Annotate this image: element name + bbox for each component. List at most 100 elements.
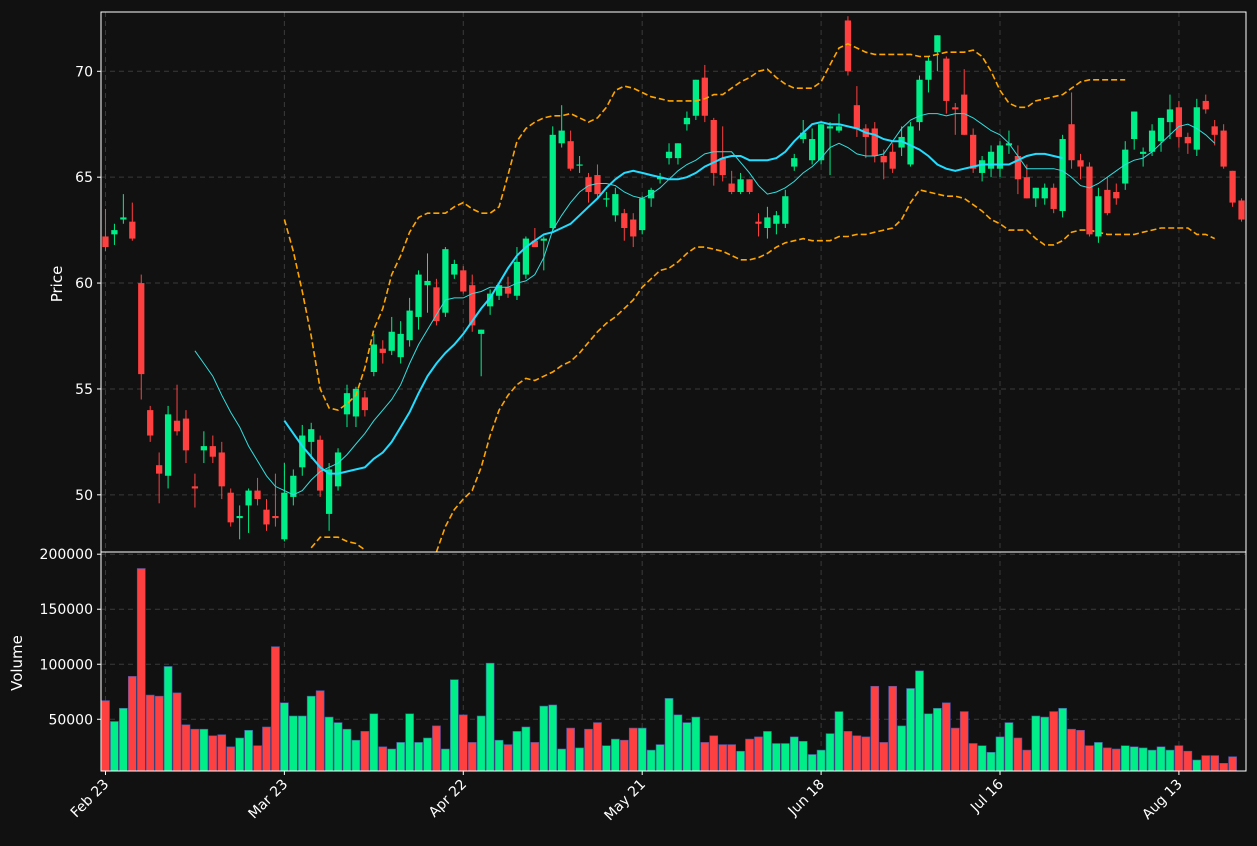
candle-body <box>361 397 369 411</box>
candle-body <box>442 249 449 313</box>
candle-body <box>1238 200 1245 220</box>
volume-bar <box>906 688 915 772</box>
candle-body <box>218 452 225 487</box>
volume-bar <box>655 744 665 772</box>
candle-body <box>486 293 494 307</box>
candle-body <box>844 20 852 72</box>
volume-bar <box>834 711 844 772</box>
volume-bar <box>405 713 414 772</box>
candle-body <box>630 219 637 237</box>
candle-body <box>451 264 458 275</box>
candle-body <box>1068 124 1075 161</box>
volume-bar <box>333 722 343 772</box>
candle-body <box>692 79 699 116</box>
volume-bar <box>566 727 575 772</box>
candle-body <box>379 348 386 353</box>
candle-body <box>227 492 234 523</box>
volume-bar <box>861 736 871 772</box>
candle-body <box>764 217 771 228</box>
candle-body <box>334 452 342 487</box>
candle-body <box>478 329 485 334</box>
volume-bar <box>1004 722 1014 772</box>
candle-body <box>415 274 422 317</box>
volume-bar <box>306 695 316 772</box>
volume-bar <box>1040 716 1050 772</box>
volume-bar <box>986 751 996 772</box>
volume-bar <box>1120 745 1130 772</box>
volume-bar <box>119 707 128 772</box>
volume-bar <box>360 731 370 772</box>
volume-bar <box>754 736 763 772</box>
candle-body <box>1014 156 1022 180</box>
volume-bar <box>816 749 826 772</box>
volume-bar <box>530 742 540 772</box>
volume-bar <box>1201 755 1211 772</box>
candle-body <box>567 141 574 169</box>
candle-body <box>952 107 959 110</box>
volume-bar <box>280 702 289 772</box>
candle-body <box>639 198 646 231</box>
volume-bar <box>718 744 728 772</box>
volume-bar <box>512 731 522 772</box>
volume-bar <box>351 739 361 772</box>
candle-body <box>263 509 270 525</box>
candle-body <box>558 130 565 144</box>
volume-bar <box>423 737 432 772</box>
volume-bar <box>208 735 218 772</box>
volume-bar <box>584 728 593 772</box>
volume-tick-label: 150000 <box>40 602 93 618</box>
volume-bar <box>1156 746 1166 772</box>
slow-moving-average-line <box>283 121 1063 475</box>
price-axis-label: Price <box>48 266 66 303</box>
volume-bar <box>467 742 477 772</box>
candle-body <box>1122 149 1129 184</box>
candle-body <box>621 213 628 228</box>
volume-bar <box>262 726 271 772</box>
candle-body <box>594 175 601 195</box>
price-tick-label: 70 <box>75 64 93 80</box>
volume-bar <box>396 742 405 772</box>
candle-body <box>299 435 306 468</box>
volume-bar <box>995 736 1005 772</box>
volume-bar <box>145 694 155 772</box>
candle-body <box>800 132 807 140</box>
volume-bar <box>1147 749 1157 772</box>
candle-body <box>826 126 834 129</box>
volume-bar <box>521 726 531 772</box>
candle-body <box>996 145 1004 169</box>
candle-body <box>889 151 896 169</box>
candle-body <box>281 492 288 540</box>
candle-body <box>1157 117 1165 142</box>
candle-body <box>209 446 216 457</box>
volume-bar <box>127 676 137 772</box>
volume-bar <box>1192 759 1202 772</box>
candle-body <box>970 134 977 169</box>
candle-body <box>245 490 252 506</box>
volume-bar <box>494 739 504 772</box>
volume-bar <box>315 690 325 772</box>
volume-tick-label: 200000 <box>40 547 93 563</box>
price-tick-label: 55 <box>75 382 93 398</box>
candle-body <box>540 238 547 241</box>
volume-bar <box>950 727 960 772</box>
candle-body <box>549 134 556 228</box>
volume-bar <box>1103 747 1112 772</box>
candle-body <box>576 164 583 166</box>
volume-bar <box>1049 711 1059 772</box>
candle-body <box>1086 166 1093 235</box>
volume-bar <box>1183 750 1193 772</box>
candle-body <box>737 179 744 192</box>
volume-bar <box>199 728 209 772</box>
candle-body <box>1148 130 1156 152</box>
candle-body <box>460 270 467 292</box>
volume-y-ticks: 50000 100000 150000 200000 <box>40 547 101 728</box>
candle-body <box>531 240 538 248</box>
candle-body <box>495 285 503 296</box>
volume-bar <box>539 705 549 772</box>
candle-body <box>683 117 691 125</box>
candle-body <box>746 179 753 192</box>
volume-bar <box>619 739 629 772</box>
candle-body <box>916 79 923 123</box>
volume-bar <box>789 736 799 772</box>
candle-body <box>272 516 279 519</box>
